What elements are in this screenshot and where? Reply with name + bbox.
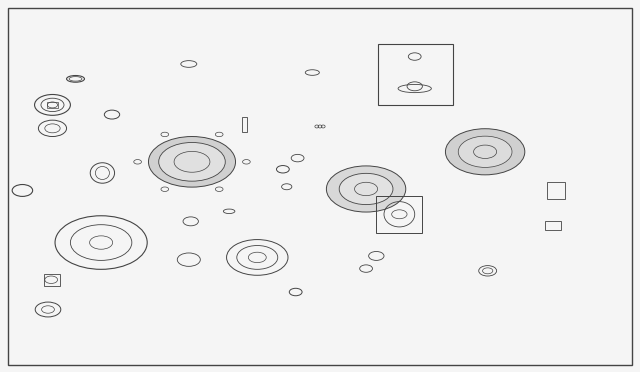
Text: 32139A: 32139A	[319, 253, 348, 262]
Text: 32139: 32139	[317, 288, 341, 296]
Text: 32101E: 32101E	[362, 234, 390, 243]
Text: 30534: 30534	[93, 42, 117, 51]
Circle shape	[326, 166, 406, 212]
Circle shape	[148, 137, 236, 187]
Text: 32006M: 32006M	[323, 67, 354, 76]
Text: M: M	[19, 188, 26, 193]
Text: SEC.330参照: SEC.330参照	[467, 304, 506, 310]
Text: 32955: 32955	[289, 154, 314, 163]
Bar	[545, 221, 561, 230]
Text: SEE SEC.330: SEE SEC.330	[488, 23, 534, 29]
Text: 08915-1401A: 08915-1401A	[33, 187, 83, 193]
Text: SEE SEC.32B: SEE SEC.32B	[398, 23, 445, 29]
Polygon shape	[225, 235, 287, 277]
Circle shape	[339, 173, 393, 205]
Text: TO AUG.'87): TO AUG.'87)	[319, 269, 360, 276]
Bar	[376, 196, 422, 232]
Circle shape	[159, 142, 225, 181]
Text: 30502: 30502	[33, 129, 58, 138]
Text: 32005: 32005	[159, 55, 183, 64]
Circle shape	[458, 136, 512, 167]
Text: 32139A: 32139A	[287, 182, 316, 190]
Text: 32138: 32138	[264, 310, 288, 319]
Text: 30514: 30514	[58, 79, 82, 88]
Text: 30542E: 30542E	[33, 160, 62, 169]
Text: 30531: 30531	[74, 62, 98, 71]
Bar	[242, 117, 247, 132]
Text: 32110A: 32110A	[67, 280, 97, 289]
Bar	[44, 274, 60, 286]
Text: 32100A: 32100A	[248, 124, 278, 133]
Polygon shape	[308, 122, 422, 252]
Text: 32103: 32103	[191, 216, 215, 225]
Text: 08110-61262: 08110-61262	[291, 166, 339, 172]
Text: 32139A: 32139A	[319, 253, 348, 262]
Text: B: B	[294, 289, 298, 295]
Text: (FROM SEP.'85: (FROM SEP.'85	[319, 261, 367, 267]
Text: 32110: 32110	[146, 289, 170, 298]
Text: 30501: 30501	[33, 100, 58, 109]
Text: 32139M: 32139M	[325, 130, 356, 139]
Text: 24210W: 24210W	[462, 216, 493, 225]
Text: 32130H: 32130H	[325, 121, 355, 130]
Polygon shape	[109, 51, 148, 70]
Text: A3P  00 8: A3P 00 8	[566, 353, 603, 362]
Text: 08120-8301E: 08120-8301E	[305, 289, 352, 295]
Bar	[47, 102, 58, 108]
Polygon shape	[248, 131, 308, 252]
Text: 32112: 32112	[140, 239, 163, 248]
Text: (FROM AUG.'87): (FROM AUG.'87)	[319, 301, 372, 308]
Text: 32137: 32137	[219, 300, 243, 309]
Text: 32113: 32113	[95, 167, 119, 176]
Text: 32275: 32275	[344, 257, 369, 266]
Text: 30542: 30542	[114, 109, 138, 118]
Text: 32133: 32133	[456, 186, 480, 195]
Polygon shape	[413, 85, 556, 220]
Text: 32138E: 32138E	[238, 206, 267, 215]
Circle shape	[445, 129, 525, 175]
Text: SEC.32B参照: SEC.32B参照	[398, 31, 438, 38]
Bar	[547, 182, 565, 199]
Text: SEC.330参照: SEC.330参照	[488, 31, 527, 38]
Text: 32100: 32100	[172, 114, 196, 123]
Polygon shape	[133, 57, 244, 269]
Bar	[378, 44, 453, 105]
Text: 30537: 30537	[37, 307, 61, 316]
Text: 32130G: 32130G	[415, 266, 445, 275]
Text: B: B	[281, 167, 285, 172]
Text: 32130M: 32130M	[368, 246, 399, 254]
Text: SEE SEC.330: SEE SEC.330	[467, 295, 514, 301]
